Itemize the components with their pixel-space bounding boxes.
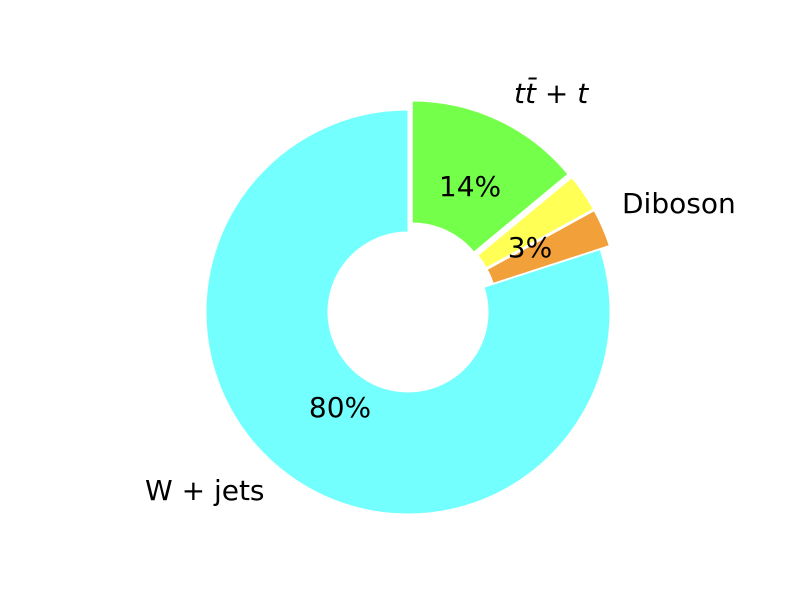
donut-slices (205, 100, 611, 515)
slice-diboson (486, 210, 610, 284)
slice-small (477, 176, 594, 269)
slice-label-wjets: W + jets (145, 474, 265, 507)
slice-pct-label-wjets: 80% (309, 391, 371, 424)
slice-pct-label-ttbar: 14% (439, 170, 501, 203)
slice-label-ttbar: tt̄ + t (514, 76, 589, 110)
slice-ttbar (411, 100, 569, 253)
slice-pct-label-diboson: 3% (508, 231, 552, 264)
slice-wjets (205, 109, 611, 515)
slice-label-diboson: Diboson (622, 187, 736, 220)
